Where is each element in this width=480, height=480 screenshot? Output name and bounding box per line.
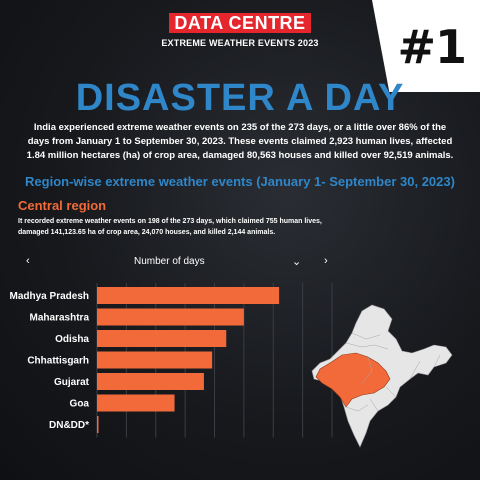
metric-selector-label[interactable]: Number of days [134, 256, 205, 267]
category-label: Madhya Pradesh [10, 291, 89, 302]
chevron-right-icon[interactable]: › [324, 255, 328, 267]
category-labels-layer: Madhya Pradesh Maharashtra Odisha Chhattisg… [10, 291, 90, 431]
bar-maharashtra[interactable] [97, 308, 244, 326]
bar-madhya-pradesh[interactable] [97, 287, 280, 304]
central-region-description: It recorded extreme weather events on 19… [18, 218, 322, 236]
chevron-down-icon[interactable]: ⌄ [292, 256, 302, 268]
category-label: Chhattisgarh [27, 356, 89, 367]
map-borders [345, 332, 441, 412]
metric-selector[interactable]: ‹ Number of days ⌄ › [22, 253, 342, 273]
bar-chhattisgarh[interactable] [97, 351, 213, 369]
category-label: Goa [70, 399, 90, 410]
category-label: Maharashtra [30, 313, 90, 324]
intro-text: India experienced extreme weather events… [26, 122, 454, 161]
india-map [311, 304, 453, 448]
bars-layer [97, 287, 280, 433]
logo-title: DATA CENTRE [169, 13, 311, 33]
bar-chart: Madhya Pradesh Maharashtra Odisha Chhattisg… [0, 283, 480, 453]
bar-gujarat[interactable] [97, 373, 204, 390]
bar-goa[interactable] [97, 394, 175, 412]
logo-subtitle: EXTREME WEATHER EVENTS 2023 [161, 38, 319, 48]
category-label: Gujarat [54, 377, 90, 388]
category-label: DN&DD* [49, 420, 89, 431]
bar-dn-dd-[interactable] [97, 416, 99, 433]
bar-odisha[interactable] [97, 330, 227, 347]
chevron-left-icon[interactable]: ‹ [26, 255, 30, 267]
rank-number: #1 [397, 20, 467, 74]
central-region-title: Central region [18, 198, 107, 213]
category-label: Odisha [55, 334, 89, 345]
rank-corner [372, 0, 480, 92]
region-title: Region-wise extreme weather events (Janu… [25, 174, 455, 189]
logo: DATA CENTRE EXTREME WEATHER EVENTS 2023 [0, 13, 480, 48]
bar-chart-svg: Madhya Pradesh Maharashtra Odisha Chhattisg… [10, 283, 453, 448]
central-region-highlight [315, 352, 391, 408]
headline: DISASTER A DAY [75, 77, 405, 119]
